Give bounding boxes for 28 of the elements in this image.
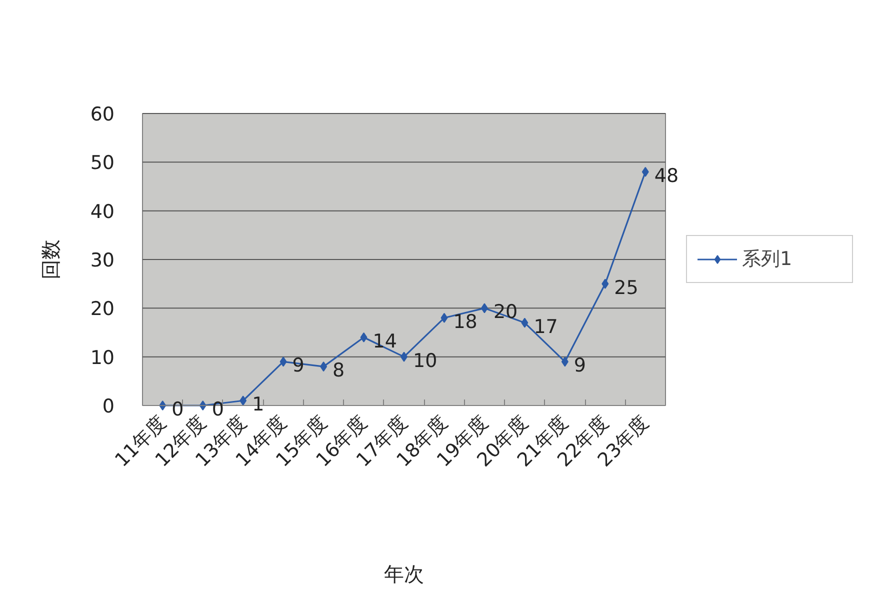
point <box>480 303 488 314</box>
data-label: 18 <box>453 310 478 333</box>
data-label: 1 <box>252 394 264 416</box>
data-label: 10 <box>413 350 438 372</box>
point <box>440 312 448 323</box>
point <box>561 356 568 367</box>
point <box>320 362 328 372</box>
point <box>521 318 528 328</box>
data-label: 25 <box>614 276 638 299</box>
point <box>642 166 649 177</box>
y-tick-label: 20 <box>90 298 115 320</box>
y-tick-label: 30 <box>90 250 115 272</box>
point <box>280 356 287 367</box>
y-axis-title: 回数 <box>38 240 62 280</box>
y-tick-label: 50 <box>90 152 115 174</box>
y-tick-label: 0 <box>102 396 115 418</box>
y-tick-label: 40 <box>90 200 115 223</box>
y-tick-label: 60 <box>90 104 115 126</box>
data-label: 14 <box>372 330 397 352</box>
point <box>360 332 368 342</box>
point <box>240 396 247 406</box>
point <box>602 278 609 289</box>
data-label: 17 <box>534 316 558 338</box>
data-label: 8 <box>332 360 345 382</box>
y-tick-label: 10 <box>90 346 115 369</box>
x-axis-title: 年次 <box>384 562 424 586</box>
legend-label: 系列1 <box>742 247 794 272</box>
data-label: 9 <box>574 354 586 377</box>
